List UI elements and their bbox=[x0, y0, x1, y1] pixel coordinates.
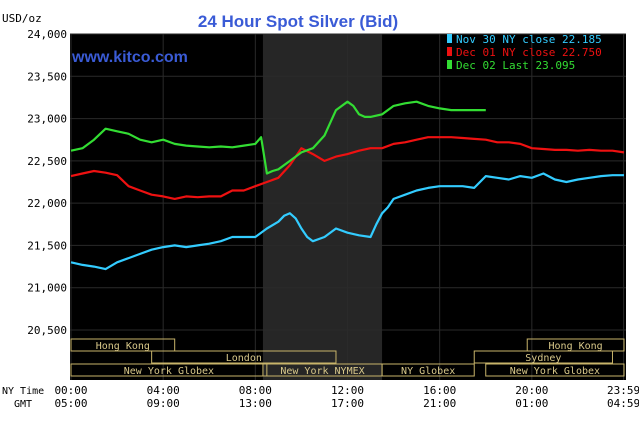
gmt-row-label: GMT bbox=[14, 399, 32, 410]
y-tick-label: 23,500 bbox=[27, 70, 67, 83]
x-tick-label-ny: 00:00 bbox=[54, 384, 87, 397]
y-tick-label: 24,000 bbox=[27, 28, 67, 41]
legend-label-dec02: Dec 02 Last 23.095 bbox=[456, 59, 575, 72]
legend-marker-dec02 bbox=[447, 60, 452, 69]
x-tick-label-gmt: 04:59 bbox=[607, 397, 639, 410]
x-tick-label-gmt: 09:00 bbox=[147, 397, 180, 410]
market-session-label: New York Globex bbox=[510, 366, 600, 377]
x-tick-label-gmt: 01:00 bbox=[515, 397, 548, 410]
nymex-session-shade bbox=[262, 34, 383, 380]
y-tick-label: 23,000 bbox=[27, 113, 67, 126]
series-line-dec01 bbox=[70, 136, 625, 200]
market-session-label: Hong Kong bbox=[549, 341, 603, 352]
x-tick-label-ny: 08:00 bbox=[239, 384, 272, 397]
x-tick-label-ny: 16:00 bbox=[423, 384, 456, 397]
x-tick-label-gmt: 13:00 bbox=[239, 397, 272, 410]
market-session-label: Sydney bbox=[525, 353, 561, 364]
legend-label-nov30: Nov 30 NY close 22.185 bbox=[456, 33, 602, 46]
market-session-bar bbox=[70, 363, 268, 377]
x-tick-label-ny: 20:00 bbox=[515, 384, 548, 397]
legend-marker-dec01 bbox=[447, 47, 452, 56]
series-line-nov30 bbox=[70, 172, 624, 271]
x-tick-label-gmt: 21:00 bbox=[423, 397, 456, 410]
x-tick-label-gmt: 05:00 bbox=[54, 397, 87, 410]
chart-title: 24 Hour Spot Silver (Bid) bbox=[198, 12, 398, 31]
y-tick-label: 20,500 bbox=[27, 324, 67, 337]
ny-time-row-label: NY Time bbox=[2, 386, 44, 397]
x-tick-label-gmt: 17:00 bbox=[331, 397, 364, 410]
y-axis-unit-label: USD/oz bbox=[2, 12, 42, 25]
market-session-bar bbox=[70, 338, 176, 352]
market-session-label: London bbox=[226, 353, 262, 364]
y-tick-label: 21,500 bbox=[27, 239, 67, 252]
y-tick-label: 21,000 bbox=[27, 282, 67, 295]
chart-timestamp: December 02, 2022 23:59 bbox=[452, 18, 604, 31]
x-tick-label-ny: 23:59 bbox=[607, 384, 639, 397]
market-session-bar bbox=[473, 350, 613, 364]
legend-marker-nov30 bbox=[447, 34, 452, 43]
legend-label-dec01: Dec 01 NY close 22.750 bbox=[456, 46, 602, 59]
market-session-label: New York Globex bbox=[124, 366, 214, 377]
market-session-bar bbox=[485, 363, 625, 377]
market-session-bar bbox=[381, 363, 475, 377]
y-tick-label: 22,500 bbox=[27, 155, 67, 168]
market-session-label: Hong Kong bbox=[96, 341, 150, 352]
series-line-dec02 bbox=[70, 100, 486, 175]
x-tick-label-ny: 12:00 bbox=[331, 384, 364, 397]
market-session-label: NY Globex bbox=[401, 366, 455, 377]
market-session-label: New York NYMEX bbox=[280, 366, 364, 377]
x-tick-label-ny: 04:00 bbox=[147, 384, 180, 397]
kitco-watermark: www.kitco.com bbox=[71, 49, 188, 66]
market-session-bar bbox=[151, 350, 337, 364]
y-tick-label: 22,000 bbox=[27, 197, 67, 210]
chart-legend: Nov 30 NY close 22.185 Dec 01 NY close 2… bbox=[447, 33, 602, 72]
